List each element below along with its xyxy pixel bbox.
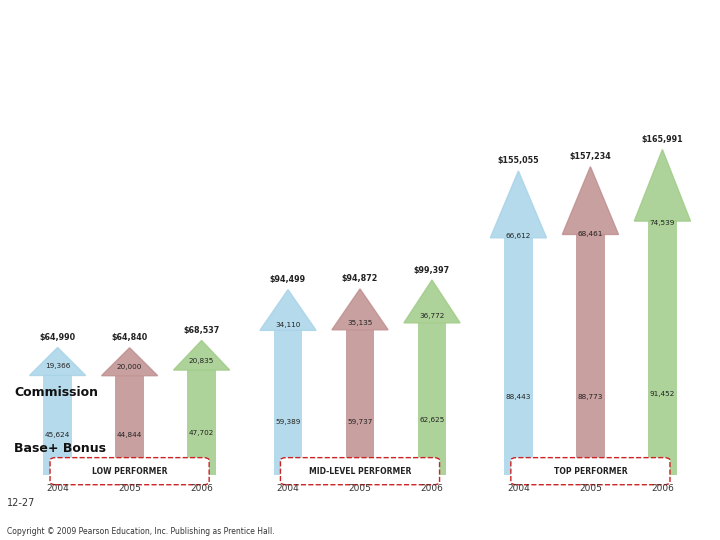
Text: 45,624: 45,624	[45, 431, 71, 437]
Text: $157,234: $157,234	[570, 152, 611, 161]
Text: 34,110: 34,110	[275, 322, 301, 328]
Polygon shape	[490, 171, 546, 238]
Text: $68,537: $68,537	[184, 326, 220, 335]
Text: 88,443: 88,443	[505, 394, 531, 400]
Text: 59,389: 59,389	[275, 420, 301, 426]
Bar	[648, 221, 677, 475]
Text: 91,452: 91,452	[649, 391, 675, 397]
Polygon shape	[102, 348, 158, 376]
Text: $94,499: $94,499	[270, 275, 306, 284]
Text: 2004: 2004	[507, 484, 530, 493]
Text: 12-27: 12-27	[7, 497, 35, 508]
FancyBboxPatch shape	[510, 457, 670, 485]
Text: 2005: 2005	[118, 484, 141, 493]
Bar	[418, 323, 446, 475]
Text: 59,737: 59,737	[347, 419, 373, 425]
Text: 20,000: 20,000	[117, 364, 143, 370]
Text: 44,844: 44,844	[117, 433, 143, 438]
Polygon shape	[260, 289, 316, 330]
Text: $64,840: $64,840	[112, 333, 148, 342]
Text: $99,397: $99,397	[414, 266, 450, 274]
Text: 36,772: 36,772	[419, 313, 445, 319]
Bar	[274, 330, 302, 475]
Text: Commission: Commission	[14, 386, 99, 399]
Text: 68,461: 68,461	[577, 231, 603, 237]
Text: LOW PERFORMER: LOW PERFORMER	[92, 467, 167, 476]
FancyBboxPatch shape	[50, 457, 209, 485]
Text: 35,135: 35,135	[347, 320, 373, 326]
Polygon shape	[404, 280, 460, 323]
Text: 19,366: 19,366	[45, 363, 71, 369]
Text: 2005: 2005	[579, 484, 602, 493]
Polygon shape	[174, 341, 230, 370]
Bar	[346, 330, 374, 475]
Polygon shape	[634, 150, 690, 221]
Text: 20,835: 20,835	[189, 358, 215, 364]
Text: Copyright © 2009 Pearson Education, Inc. Publishing as Prentice Hall.: Copyright © 2009 Pearson Education, Inc.…	[7, 526, 275, 536]
FancyBboxPatch shape	[281, 457, 440, 485]
Text: $155,055: $155,055	[498, 157, 539, 165]
Polygon shape	[30, 347, 86, 375]
Text: $64,990: $64,990	[40, 333, 76, 342]
Text: 66,612: 66,612	[505, 233, 531, 239]
Text: (US, 2004-2006): (US, 2004-2006)	[22, 76, 212, 96]
Polygon shape	[332, 289, 388, 330]
Bar	[115, 376, 144, 475]
Text: 2005: 2005	[348, 484, 372, 493]
Text: 62,625: 62,625	[419, 416, 445, 423]
Bar	[43, 375, 72, 475]
Bar	[187, 370, 216, 475]
Polygon shape	[562, 167, 618, 234]
Text: 2004: 2004	[276, 484, 300, 493]
Text: TOP PERFORMER: TOP PERFORMER	[554, 467, 627, 476]
Text: 2006: 2006	[651, 484, 674, 493]
Text: 2006: 2006	[420, 484, 444, 493]
Text: 74,539: 74,539	[649, 220, 675, 226]
Text: MID-LEVEL PERFORMER: MID-LEVEL PERFORMER	[309, 467, 411, 476]
Text: 2004: 2004	[46, 484, 69, 493]
Text: 88,773: 88,773	[577, 394, 603, 400]
Text: 47,702: 47,702	[189, 430, 215, 436]
Text: Average Level of Combination Pay: Average Level of Combination Pay	[22, 28, 424, 48]
Text: $165,991: $165,991	[642, 135, 683, 144]
Bar	[576, 234, 605, 475]
Bar	[504, 238, 533, 475]
Text: 2006: 2006	[190, 484, 213, 493]
Text: $94,872: $94,872	[342, 274, 378, 284]
Text: Base+ Bonus: Base+ Bonus	[14, 442, 107, 455]
